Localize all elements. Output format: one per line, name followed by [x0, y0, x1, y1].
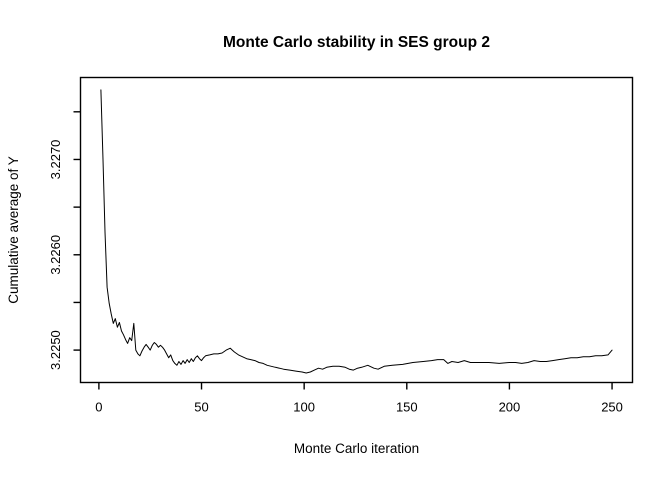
x-tick-label: 100	[293, 400, 315, 415]
series-group	[100, 89, 613, 374]
y-axis-title: Cumulative average of Y	[6, 156, 21, 304]
x-tick-label: 50	[194, 400, 208, 415]
y-tick-label: 3.2270	[48, 140, 63, 180]
x-tick-label: 250	[601, 400, 623, 415]
plot-box	[79, 76, 634, 384]
x-tick-label: 150	[396, 400, 418, 415]
x-tick-label: 200	[499, 400, 521, 415]
series-line-cumulative-average-of-Y	[100, 89, 613, 374]
chart-title: Monte Carlo stability in SES group 2	[223, 34, 490, 51]
x-tick-label: 0	[95, 400, 102, 415]
y-tick-label: 3.2260	[48, 235, 63, 275]
y-axis-ticks: 3.2250 3.2260 3.2270	[48, 111, 81, 370]
x-axis-title: Monte Carlo iteration	[294, 441, 419, 456]
x-axis-ticks: 0 50 100 150 200 250	[95, 382, 623, 415]
y-tick-label: 3.2250	[48, 330, 63, 370]
